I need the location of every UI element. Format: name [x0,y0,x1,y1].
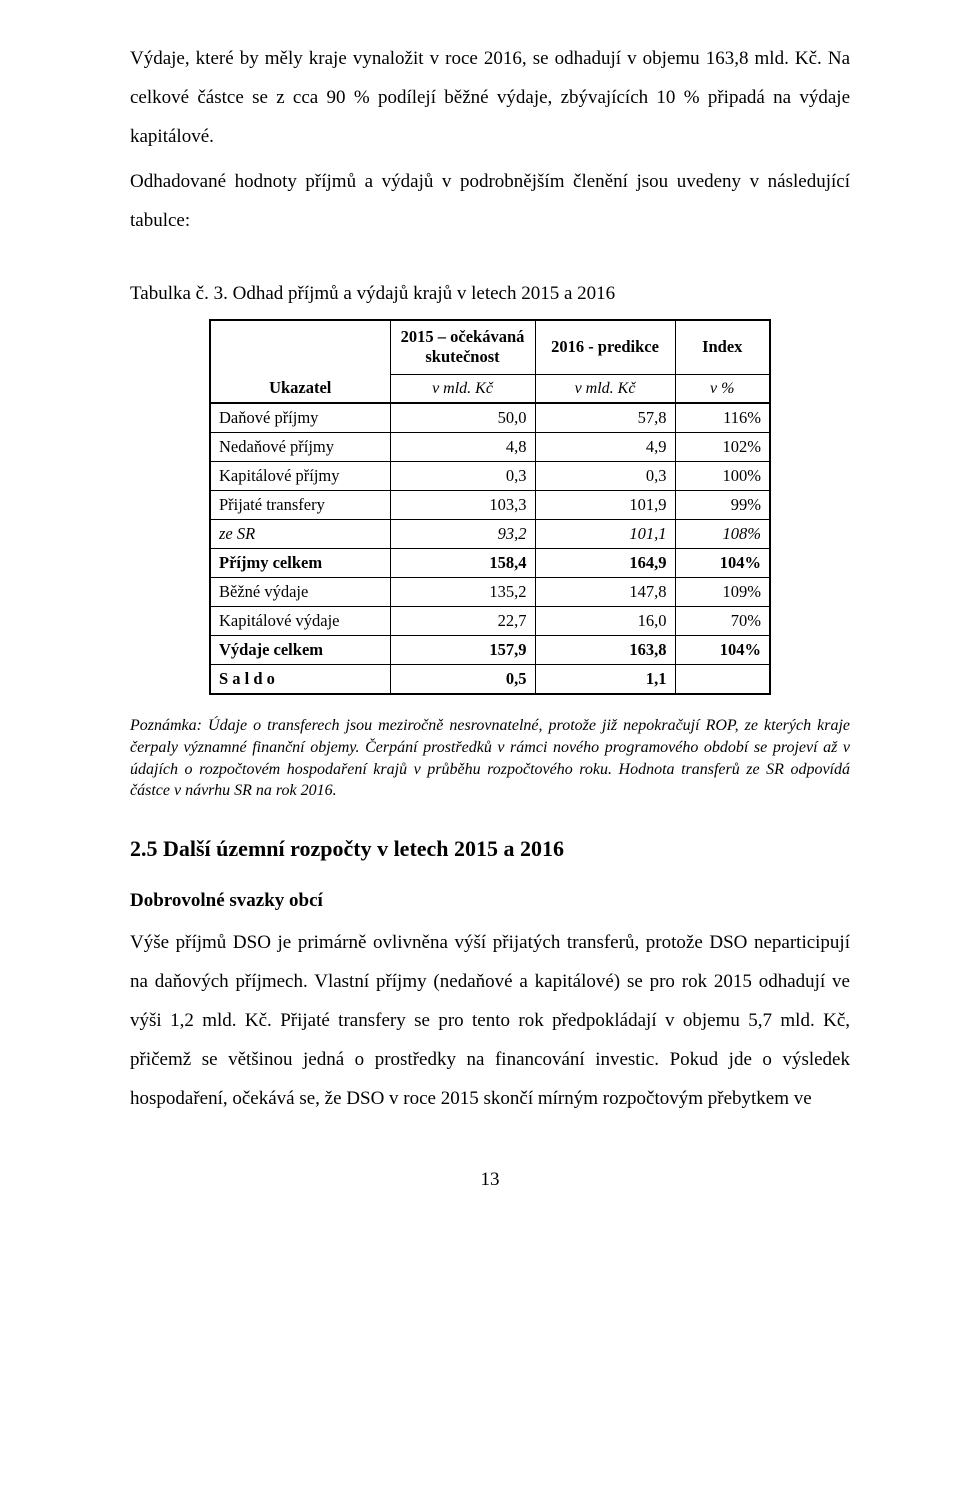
row-value: 4,9 [535,433,675,462]
row-label: Běžné výdaje [210,578,390,607]
row-value: 102% [675,433,770,462]
row-value: 109% [675,578,770,607]
row-value: 103,3 [390,491,535,520]
row-label: Kapitálové výdaje [210,607,390,636]
table-row: Kapitálové příjmy0,30,3100% [210,462,770,491]
row-value: 163,8 [535,636,675,665]
row-value: 104% [675,549,770,578]
row-value: 99% [675,491,770,520]
row-value: 1,1 [535,665,675,695]
table-header-row-2: Ukazatel v mld. Kč v mld. Kč v % [210,374,770,403]
row-label: Daňové příjmy [210,403,390,433]
row-value: 101,1 [535,520,675,549]
row-label: Nedaňové příjmy [210,433,390,462]
sub-heading: Dobrovolné svazky obcí [130,890,850,912]
paragraph-intro-1: Výdaje, které by měly kraje vynaložit v … [130,40,850,157]
table-row: Kapitálové výdaje22,716,070% [210,607,770,636]
paragraph-body: Výše příjmů DSO je primárně ovlivněna vý… [130,924,850,1119]
row-label: Kapitálové příjmy [210,462,390,491]
table-caption: Tabulka č. 3. Odhad příjmů a výdajů kraj… [130,283,850,305]
row-label: ze SR [210,520,390,549]
unit-1: v mld. Kč [390,374,535,403]
page-number: 13 [130,1169,850,1191]
row-value: 70% [675,607,770,636]
row-label: Výdaje celkem [210,636,390,665]
row-value: 157,9 [390,636,535,665]
row-value: 104% [675,636,770,665]
unit-2: v mld. Kč [535,374,675,403]
unit-3: v % [675,374,770,403]
paragraph-intro-2: Odhadované hodnoty příjmů a výdajů v pod… [130,163,850,241]
table-row: Výdaje celkem157,9163,8104% [210,636,770,665]
header-2016: 2016 - predikce [535,320,675,375]
row-value: 147,8 [535,578,675,607]
table-row: Příjmy celkem158,4164,9104% [210,549,770,578]
row-value: 108% [675,520,770,549]
row-value: 93,2 [390,520,535,549]
row-value: 164,9 [535,549,675,578]
row-value: 116% [675,403,770,433]
table-row: ze SR93,2101,1108% [210,520,770,549]
row-value: 135,2 [390,578,535,607]
section-heading: 2.5 Další územní rozpočty v letech 2015 … [130,836,850,862]
row-value: 50,0 [390,403,535,433]
table-row: Přijaté transfery103,3101,999% [210,491,770,520]
header-ukazatel: Ukazatel [210,374,390,403]
row-value [675,665,770,695]
table-row: S a l d o0,51,1 [210,665,770,695]
row-value: 22,7 [390,607,535,636]
header-index: Index [675,320,770,375]
row-value: 101,9 [535,491,675,520]
row-value: 57,8 [535,403,675,433]
row-value: 0,5 [390,665,535,695]
header-2015: 2015 – očekávaná skutečnost [390,320,535,375]
row-value: 158,4 [390,549,535,578]
row-label: Příjmy celkem [210,549,390,578]
row-value: 0,3 [390,462,535,491]
budget-table: 2015 – očekávaná skutečnost 2016 - predi… [209,319,771,696]
row-value: 4,8 [390,433,535,462]
table-row: Běžné výdaje135,2147,8109% [210,578,770,607]
row-value: 0,3 [535,462,675,491]
row-value: 16,0 [535,607,675,636]
table-row: Daňové příjmy50,057,8116% [210,403,770,433]
row-label: Přijaté transfery [210,491,390,520]
table-row: Nedaňové příjmy4,84,9102% [210,433,770,462]
row-value: 100% [675,462,770,491]
table-header-row-1: 2015 – očekávaná skutečnost 2016 - predi… [210,320,770,375]
table-note: Poznámka: Údaje o transferech jsou mezir… [130,715,850,801]
row-label: S a l d o [210,665,390,695]
